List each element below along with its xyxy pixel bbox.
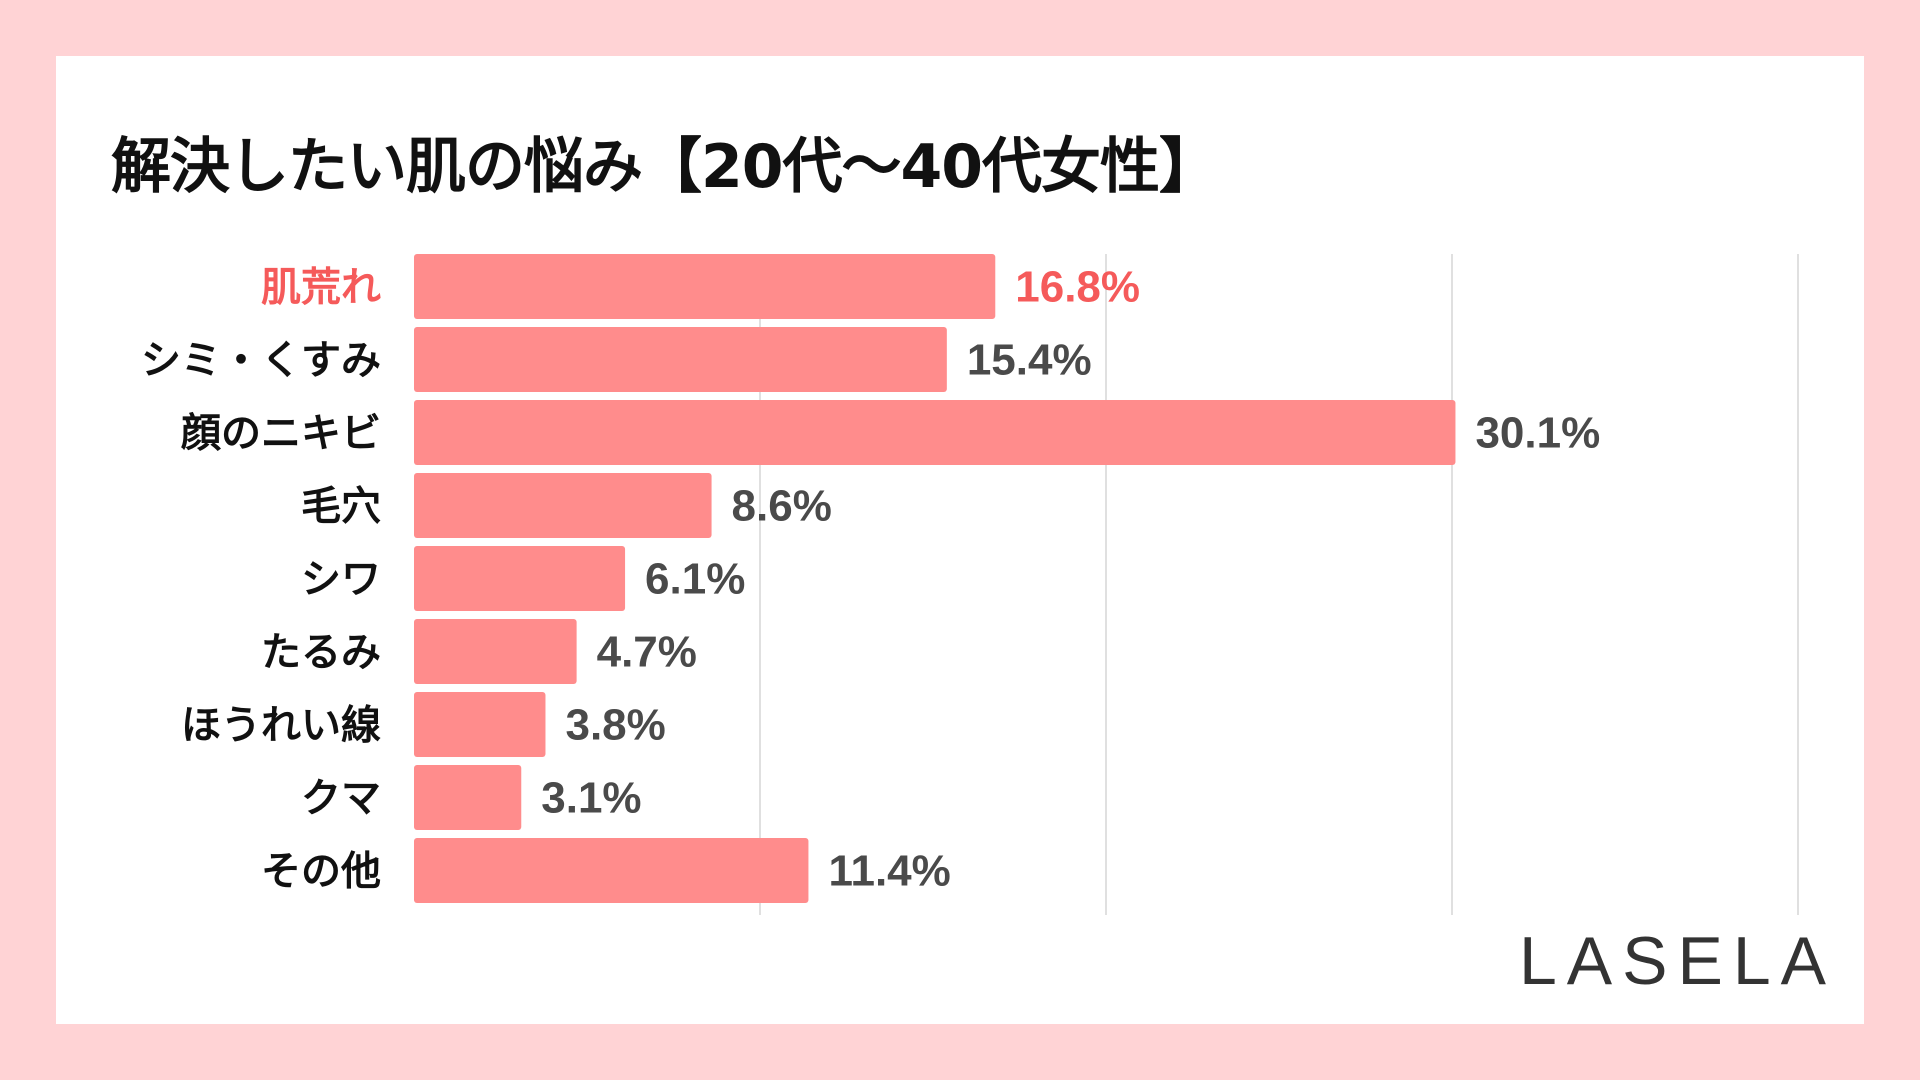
- chart-card: 解決したい肌の悩み【20代〜40代女性】 肌荒れ 16.8% シミ・くすみ 15.4%…: [56, 56, 1864, 1024]
- category-label-0: 肌荒れ: [261, 265, 381, 311]
- category-label-2: 顔のニキビ: [181, 411, 381, 457]
- bar-5: [414, 619, 577, 684]
- category-label-7: クマ: [301, 776, 381, 822]
- value-label-8: 11.4%: [828, 847, 950, 896]
- value-label-6: 3.8%: [565, 701, 665, 750]
- bar-6: [414, 692, 546, 757]
- value-label-1: 15.4%: [967, 336, 1092, 385]
- bar-3: [414, 473, 712, 538]
- category-label-5: たるみ: [261, 630, 381, 676]
- bar-4: [414, 546, 626, 611]
- bar-8: [414, 838, 809, 903]
- bar-chart: 肌荒れ 16.8% シミ・くすみ 15.4% 顔のニキビ 30.1% 毛穴 8.6% シワ 6.1…: [141, 254, 1799, 915]
- chart-title: 解決したい肌の悩み【20代〜40代女性】: [111, 132, 1219, 202]
- value-label-7: 3.1%: [541, 774, 641, 823]
- lasela-logo: LASELA: [1518, 923, 1836, 999]
- value-label-5: 4.7%: [597, 628, 697, 677]
- bar-2: [414, 400, 1456, 465]
- value-label-3: 8.6%: [732, 482, 832, 531]
- category-label-4: シワ: [301, 557, 381, 603]
- category-label-6: ほうれい線: [181, 703, 381, 749]
- bar-1: [414, 327, 947, 392]
- category-label-1: シミ・くすみ: [141, 338, 381, 384]
- value-label-2: 30.1%: [1475, 409, 1600, 458]
- category-label-3: 毛穴: [301, 484, 381, 530]
- value-label-4: 6.1%: [645, 555, 745, 604]
- category-label-8: その他: [261, 849, 381, 895]
- value-label-0: 16.8%: [1015, 263, 1140, 312]
- bar-7: [414, 765, 522, 830]
- bar-0: [414, 254, 996, 319]
